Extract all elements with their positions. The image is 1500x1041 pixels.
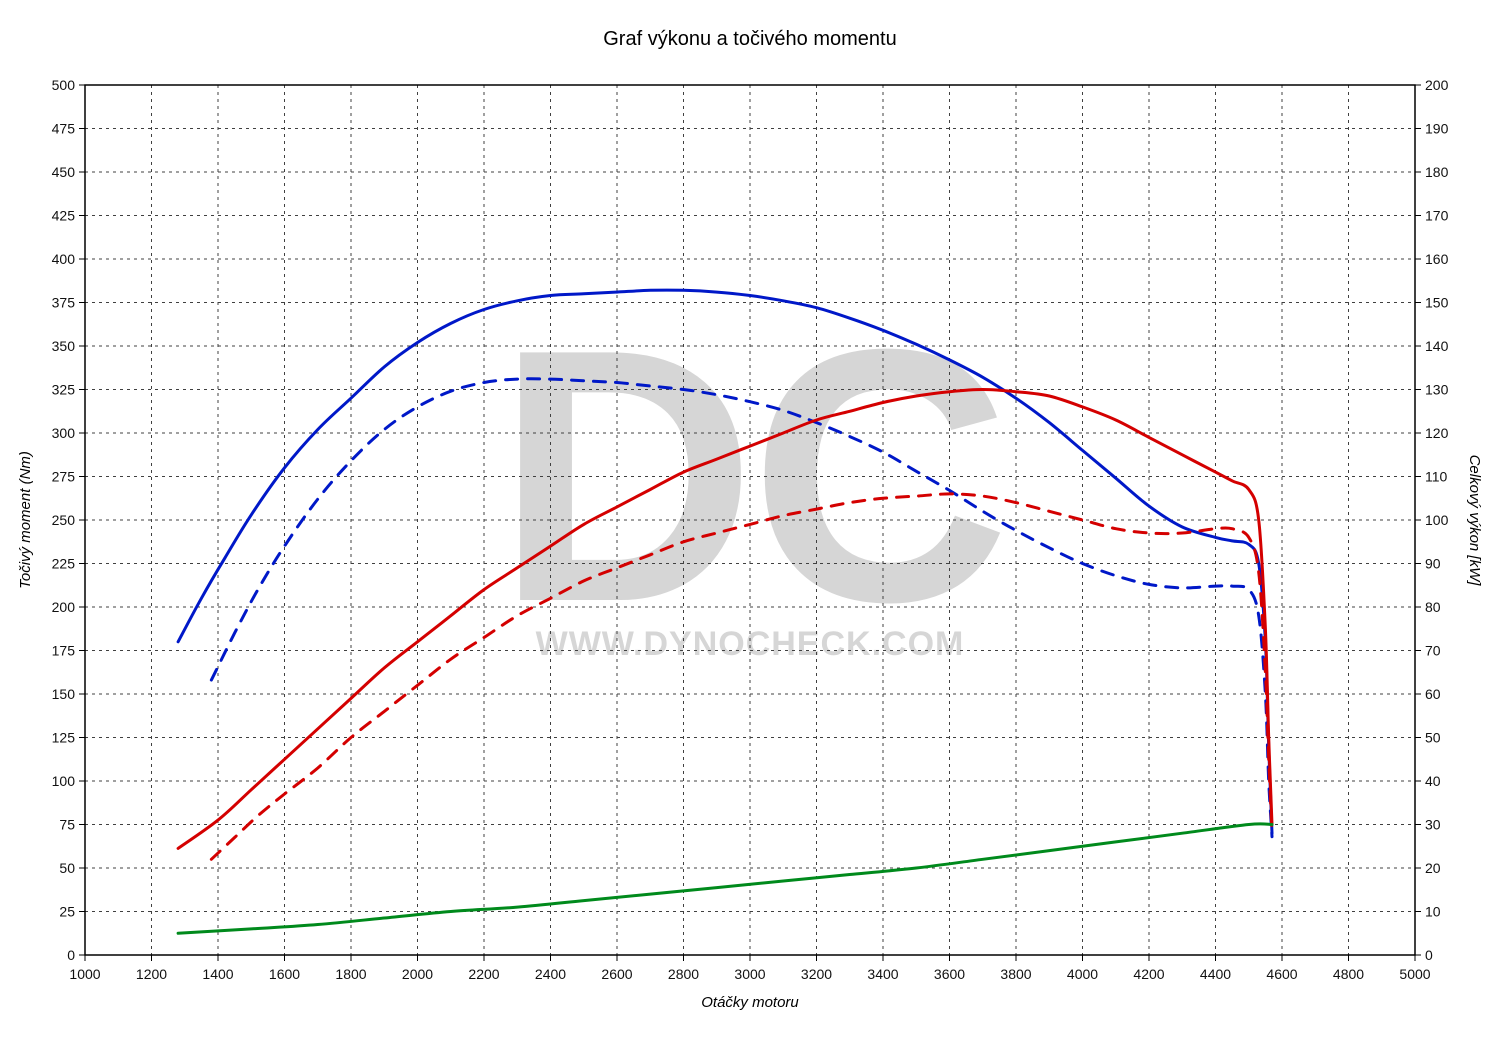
y-left-tick-label: 375 [52,295,76,311]
x-tick-label: 1800 [335,966,366,982]
y-left-tick-label: 150 [52,686,76,702]
x-tick-label: 1000 [69,966,100,982]
y-right-axis-label: Celkový výkon [kW] [1466,455,1483,587]
x-tick-label: 2400 [535,966,566,982]
y-right-tick-label: 60 [1425,686,1441,702]
chart-svg: DCWWW.DYNOCHECK.COM 10001200140016001800… [0,0,1500,1041]
y-left-tick-label: 450 [52,164,76,180]
x-tick-label: 4800 [1333,966,1364,982]
y-right-tick-label: 90 [1425,556,1441,572]
y-left-tick-label: 125 [52,730,76,746]
y-left-tick-label: 0 [67,947,75,963]
y-left-tick-label: 200 [52,599,76,615]
x-tick-label: 3600 [934,966,965,982]
chart-title: Graf výkonu a točivého momentu [603,28,896,50]
x-tick-label: 1200 [136,966,167,982]
y-right-tick-label: 100 [1425,512,1449,528]
x-tick-label: 5000 [1399,966,1430,982]
y-right-tick-label: 140 [1425,338,1449,354]
y-right-tick-label: 150 [1425,295,1449,311]
x-tick-label: 4000 [1067,966,1098,982]
x-tick-label: 2600 [601,966,632,982]
y-left-axis-label: Točivý moment (Nm) [17,451,34,589]
x-tick-label: 3800 [1000,966,1031,982]
x-tick-label: 2000 [402,966,433,982]
x-tick-label: 3000 [734,966,765,982]
y-left-tick-label: 500 [52,77,76,93]
y-right-tick-label: 20 [1425,860,1441,876]
x-tick-label: 4600 [1266,966,1297,982]
y-right-tick-label: 190 [1425,121,1449,137]
y-right-tick-label: 80 [1425,599,1441,615]
x-axis-label: Otáčky motoru [701,994,799,1011]
dyno-chart: DCWWW.DYNOCHECK.COM 10001200140016001800… [0,0,1500,1041]
y-right-tick-label: 200 [1425,77,1449,93]
y-left-tick-label: 350 [52,338,76,354]
x-tick-label: 4400 [1200,966,1231,982]
y-right-tick-label: 110 [1425,469,1448,485]
y-left-tick-label: 225 [52,556,76,572]
y-left-tick-label: 175 [52,643,76,659]
y-right-tick-label: 70 [1425,643,1441,659]
x-tick-label: 1600 [269,966,300,982]
y-right-tick-label: 120 [1425,425,1449,441]
y-left-tick-label: 250 [52,512,76,528]
y-right-tick-label: 160 [1425,251,1449,267]
y-left-tick-label: 50 [59,860,75,876]
y-right-tick-label: 170 [1425,208,1449,224]
y-left-tick-label: 325 [52,382,76,398]
y-right-tick-label: 30 [1425,817,1441,833]
x-tick-label: 4200 [1133,966,1164,982]
y-left-tick-label: 425 [52,208,76,224]
x-tick-label: 3400 [867,966,898,982]
y-right-tick-label: 180 [1425,164,1449,180]
y-right-tick-label: 50 [1425,730,1441,746]
x-tick-label: 2200 [468,966,499,982]
watermark-url: WWW.DYNOCHECK.COM [536,625,965,663]
y-left-tick-label: 275 [52,469,76,485]
y-left-tick-label: 100 [52,773,76,789]
y-left-tick-label: 475 [52,121,76,137]
x-tick-label: 3200 [801,966,832,982]
y-left-tick-label: 400 [52,251,76,267]
y-right-tick-label: 40 [1425,773,1441,789]
y-left-tick-label: 300 [52,425,76,441]
y-right-tick-label: 130 [1425,382,1449,398]
y-left-tick-label: 25 [59,904,75,920]
y-left-tick-label: 75 [59,817,75,833]
x-tick-label: 1400 [202,966,233,982]
x-tick-label: 2800 [668,966,699,982]
y-right-tick-label: 0 [1425,947,1433,963]
y-right-tick-label: 10 [1425,904,1441,920]
